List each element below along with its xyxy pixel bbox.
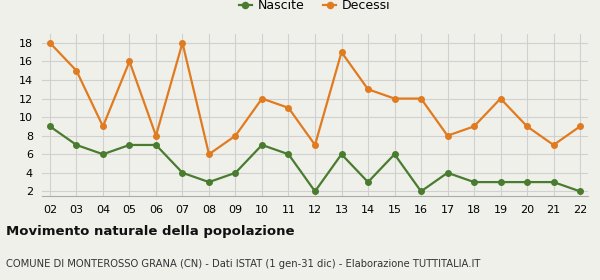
Nascite <box>179 171 186 174</box>
Decessi <box>232 134 239 137</box>
Text: Movimento naturale della popolazione: Movimento naturale della popolazione <box>6 225 295 238</box>
Nascite <box>126 143 133 147</box>
Nascite <box>285 153 292 156</box>
Decessi <box>523 125 530 128</box>
Line: Decessi: Decessi <box>47 40 583 157</box>
Decessi <box>100 125 107 128</box>
Decessi <box>418 97 425 100</box>
Nascite <box>73 143 80 147</box>
Nascite <box>311 190 319 193</box>
Nascite <box>391 153 398 156</box>
Decessi <box>364 88 371 91</box>
Nascite <box>577 190 584 193</box>
Line: Nascite: Nascite <box>47 124 583 194</box>
Decessi <box>470 125 478 128</box>
Nascite <box>152 143 160 147</box>
Decessi <box>259 97 266 100</box>
Decessi <box>550 143 557 147</box>
Nascite <box>418 190 425 193</box>
Decessi <box>152 134 160 137</box>
Nascite <box>364 180 371 184</box>
Decessi <box>338 50 345 54</box>
Decessi <box>577 125 584 128</box>
Decessi <box>46 41 53 45</box>
Decessi <box>444 134 451 137</box>
Nascite <box>205 180 212 184</box>
Nascite <box>444 171 451 174</box>
Decessi <box>391 97 398 100</box>
Nascite <box>46 125 53 128</box>
Nascite <box>259 143 266 147</box>
Nascite <box>232 171 239 174</box>
Decessi <box>126 60 133 63</box>
Decessi <box>311 143 319 147</box>
Nascite <box>523 180 530 184</box>
Decessi <box>285 106 292 109</box>
Nascite <box>550 180 557 184</box>
Legend: Nascite, Decessi: Nascite, Decessi <box>234 0 396 17</box>
Nascite <box>470 180 478 184</box>
Decessi <box>73 69 80 73</box>
Decessi <box>497 97 504 100</box>
Nascite <box>497 180 504 184</box>
Decessi <box>205 153 212 156</box>
Nascite <box>338 153 345 156</box>
Text: COMUNE DI MONTEROSSO GRANA (CN) - Dati ISTAT (1 gen-31 dic) - Elaborazione TUTTI: COMUNE DI MONTEROSSO GRANA (CN) - Dati I… <box>6 259 481 269</box>
Nascite <box>100 153 107 156</box>
Decessi <box>179 41 186 45</box>
